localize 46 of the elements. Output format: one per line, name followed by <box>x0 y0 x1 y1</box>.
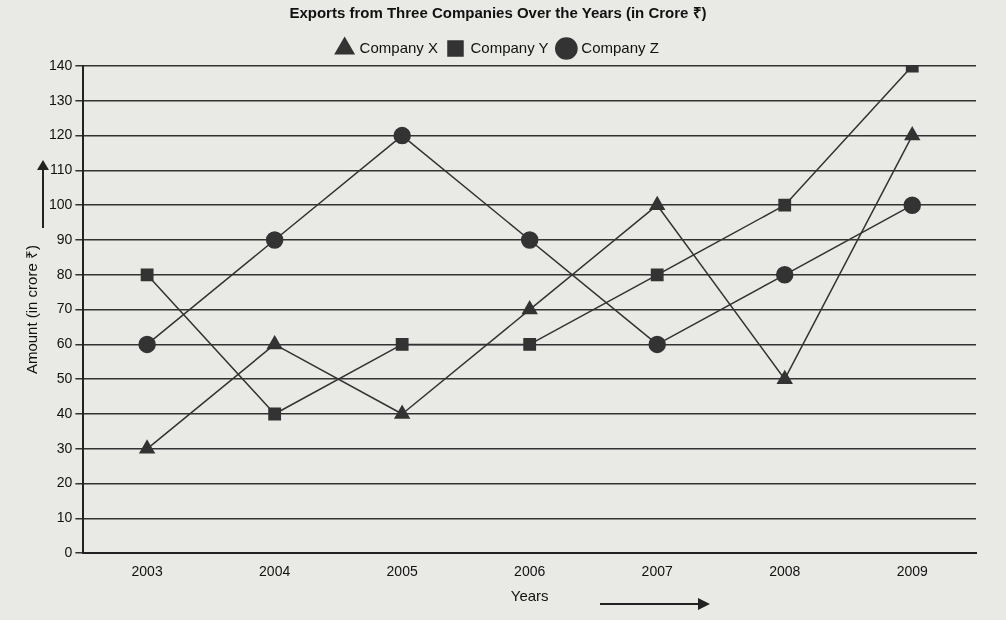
y-tick-label: 20 <box>56 474 73 491</box>
point <box>140 268 154 282</box>
y-tick-label: 40 <box>56 404 73 421</box>
point <box>648 335 666 354</box>
point <box>650 268 664 282</box>
x-tick-label: 2005 <box>386 563 418 580</box>
point <box>775 266 794 284</box>
legend-label: Company X <box>359 38 438 56</box>
legend-label: Company Z <box>581 38 659 56</box>
y-tick-label: 110 <box>50 161 73 178</box>
x-tick-label: 2009 <box>896 563 929 580</box>
point <box>139 440 155 454</box>
x-tick-label: 2006 <box>514 563 546 580</box>
point <box>138 335 156 354</box>
legend-label: Company Y <box>470 38 549 56</box>
point <box>903 196 921 214</box>
y-tick-label: 130 <box>49 91 73 108</box>
y-tick-label: 70 <box>56 300 73 317</box>
y-tick-label: 50 <box>56 370 73 387</box>
point <box>777 370 793 384</box>
y-tick-label: 60 <box>56 335 73 352</box>
point <box>268 407 282 421</box>
y-tick-label: 10 <box>56 509 73 526</box>
x-axis-title: Years <box>510 587 549 605</box>
point <box>778 198 792 212</box>
point <box>520 231 539 249</box>
point <box>522 300 538 315</box>
y-tick-label: 30 <box>56 439 73 456</box>
y-tick-label: 80 <box>56 265 73 282</box>
x-tick-label: 2007 <box>641 563 673 580</box>
y-tick-label: 90 <box>56 230 73 247</box>
y-tick-label: 120 <box>49 126 73 143</box>
point <box>523 337 537 351</box>
y-tick-label: 100 <box>49 196 73 213</box>
y-tick-label: 0 <box>64 544 73 561</box>
point <box>266 335 283 350</box>
point <box>265 231 284 249</box>
x-tick-label: 2008 <box>769 563 801 580</box>
point <box>395 337 409 351</box>
point <box>394 405 410 419</box>
x-tick-label: 2004 <box>259 563 291 580</box>
chart-title: Exports from Three Companies Over the Years (in Crore ₹) <box>289 4 707 22</box>
x-tick-label: 2003 <box>131 563 163 580</box>
point <box>393 126 411 145</box>
y-axis-title: Amount (in crore ₹) <box>23 245 41 375</box>
y-tick-label: 140 <box>49 56 73 73</box>
